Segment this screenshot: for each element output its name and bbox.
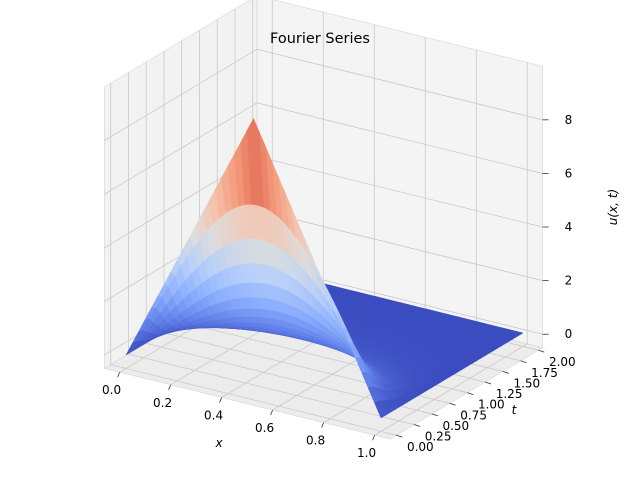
- tick-labels: 0.00.20.40.60.81.0 0.000.250.500.751.001.…: [102, 113, 576, 460]
- y-tick-label: 1.75: [531, 366, 558, 380]
- y-tick-label: 0.25: [425, 430, 452, 444]
- x-tick-label: 0.8: [306, 434, 325, 448]
- grid-back-z: [256, 102, 543, 174]
- z-axis-label: u(x, t): [606, 189, 620, 225]
- y-tick-mark: [520, 360, 527, 364]
- x-tick-label: 1.0: [357, 446, 376, 460]
- surface-mesh: [125, 117, 524, 419]
- x-tick-mark: [270, 409, 273, 416]
- grid-back-z: [256, 156, 543, 228]
- x-axis-label: x: [214, 436, 223, 450]
- y-tick-mark: [396, 434, 403, 438]
- grid-left-z: [104, 102, 258, 195]
- x-tick-label: 0.2: [153, 396, 172, 410]
- z-tick-label: 0: [565, 327, 573, 341]
- y-axis-label: t: [512, 403, 518, 417]
- y-tick-label: 1.00: [478, 398, 505, 412]
- y-tick-label: 1.50: [513, 376, 540, 390]
- x-tick-mark: [321, 422, 324, 428]
- y-tick-label: 0.75: [460, 408, 487, 422]
- surface-cell: [374, 400, 386, 419]
- x-tick-label: 0.6: [255, 421, 274, 435]
- x-tick-label: 0.0: [102, 383, 121, 397]
- x-tick-mark: [168, 384, 171, 390]
- grid-floor-x: [374, 343, 528, 436]
- y-tick-mark: [449, 402, 456, 406]
- y-tick-label: 0.00: [407, 440, 434, 454]
- y-tick-label: 0.50: [442, 419, 469, 433]
- y-tick-mark: [538, 349, 545, 353]
- grid-floor-t: [128, 353, 415, 425]
- z-tick-label: 8: [565, 113, 573, 127]
- chart-title: Fourier Series: [270, 31, 370, 47]
- y-tick-mark: [413, 424, 421, 427]
- x-tick-label: 0.4: [204, 408, 223, 422]
- x-tick-mark: [372, 435, 375, 441]
- grid-back-z: [256, 48, 543, 121]
- y-tick-mark: [467, 392, 474, 396]
- z-tick-label: 4: [565, 220, 573, 234]
- grid-back-z: [256, 209, 543, 282]
- x-tick-mark: [219, 397, 222, 403]
- y-tick-label: 2.00: [549, 355, 576, 369]
- z-tick-label: 2: [565, 274, 573, 288]
- grid-left-z: [104, 48, 258, 141]
- y-tick-mark: [431, 413, 438, 417]
- z-tick-label: 6: [565, 166, 573, 180]
- y-tick-label: 1.25: [496, 387, 523, 401]
- y-tick-mark: [484, 381, 492, 385]
- grid-floor-t: [110, 364, 397, 436]
- x-tick-mark: [117, 372, 120, 378]
- y-tick-mark: [502, 371, 509, 374]
